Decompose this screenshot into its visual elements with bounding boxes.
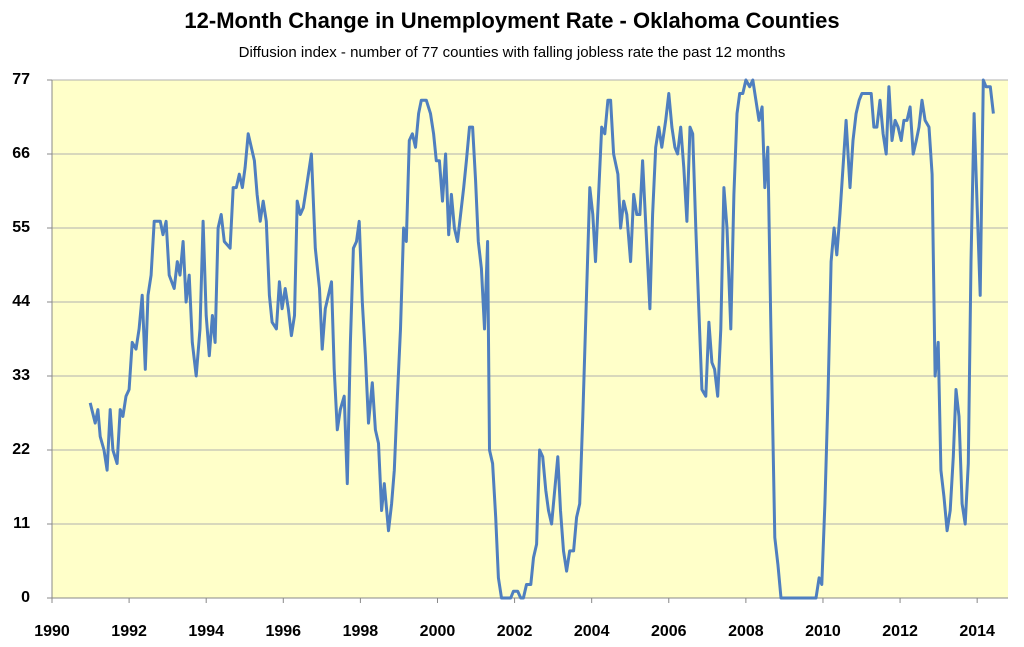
x-tick-label: 2004 — [574, 623, 610, 640]
chart-title: 12-Month Change in Unemployment Rate - O… — [184, 8, 839, 33]
x-tick-label: 2010 — [805, 623, 841, 640]
x-tick-label: 2002 — [497, 623, 533, 640]
x-tick-label: 2014 — [959, 623, 995, 640]
x-tick-label: 1994 — [188, 623, 224, 640]
x-tick-label: 1998 — [343, 623, 379, 640]
x-tick-label: 2008 — [728, 623, 764, 640]
x-tick-label: 2012 — [882, 623, 918, 640]
y-tick-label: 55 — [12, 219, 30, 236]
y-tick-label: 44 — [12, 293, 30, 310]
y-tick-label: 11 — [13, 515, 30, 532]
plot-area — [52, 80, 1008, 598]
x-tick-label: 1990 — [34, 623, 70, 640]
y-tick-label: 0 — [21, 589, 30, 606]
y-tick-label: 33 — [12, 367, 30, 384]
x-tick-label: 1992 — [111, 623, 147, 640]
y-tick-label: 66 — [12, 145, 30, 162]
y-tick-label: 77 — [12, 71, 30, 88]
y-tick-label: 22 — [12, 441, 30, 458]
x-tick-label: 2000 — [420, 623, 456, 640]
x-tick-label: 2006 — [651, 623, 687, 640]
data-line — [88, 78, 995, 600]
chart-subtitle: Diffusion index - number of 77 counties … — [239, 44, 786, 61]
x-tick-label: 1996 — [265, 623, 301, 640]
